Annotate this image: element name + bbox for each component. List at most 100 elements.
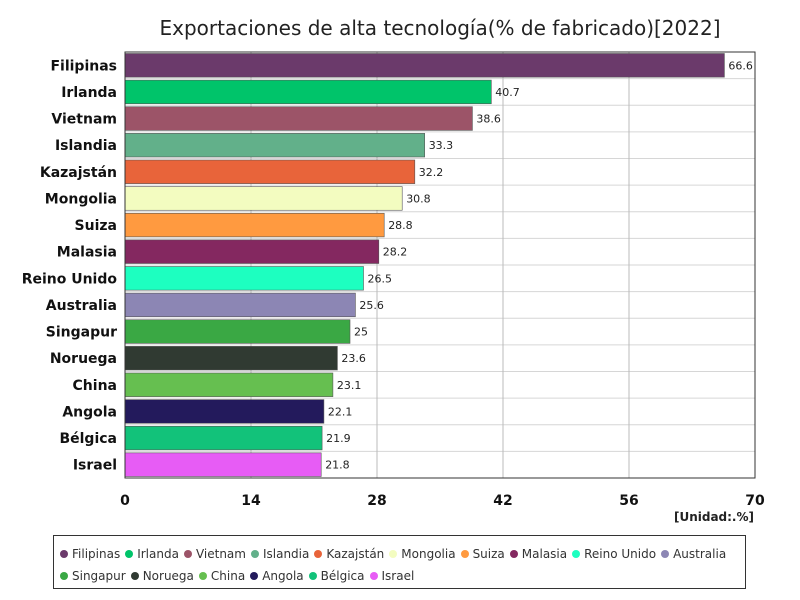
legend-label: Kazajstán [326, 547, 385, 561]
value-label: 23.1 [337, 379, 362, 392]
value-label: 30.8 [406, 192, 431, 205]
legend-item: Bélgica [308, 566, 365, 587]
legend-swatch [198, 572, 207, 580]
chart-title: Exportaciones de alta tecnología(% de fa… [159, 16, 720, 40]
legend-label: Australia [673, 547, 727, 561]
bar [124, 319, 351, 344]
bar [124, 399, 325, 424]
bar [124, 452, 322, 477]
value-label: 26.5 [368, 272, 393, 285]
legend-label: Irlanda [137, 547, 179, 561]
value-label: 22.1 [328, 405, 353, 418]
legend-label: Malasia [521, 547, 568, 561]
bar [124, 79, 492, 105]
value-label: 38.6 [476, 113, 501, 126]
category-label: Mongolia [45, 191, 117, 207]
legend-swatch [314, 550, 323, 558]
value-label: 32.2 [419, 166, 444, 179]
legend-swatch [389, 550, 398, 558]
legend-swatch [60, 550, 68, 558]
bar [124, 159, 416, 184]
bar [124, 53, 725, 78]
x-tick-label: 70 [745, 493, 765, 509]
legend-label: Suiza [472, 547, 505, 561]
legend-label: Islandia [262, 547, 310, 561]
legend-swatch [125, 550, 134, 558]
legend-swatch [183, 550, 192, 558]
legend-item: Mongolia [389, 544, 456, 565]
category-label: Islandia [55, 138, 117, 154]
legend-item: Singapur [60, 566, 126, 587]
legend-item: Filipinas [60, 544, 120, 565]
legend-swatch [250, 550, 259, 558]
category-label: Israel [73, 458, 117, 474]
legend-swatch [460, 550, 469, 558]
category-label: Singapur [46, 325, 117, 341]
bar [124, 292, 356, 318]
bar [124, 212, 385, 238]
value-label: 23.6 [341, 352, 366, 365]
value-label: 40.7 [495, 86, 520, 99]
value-label: 21.9 [326, 432, 351, 445]
x-tick-label: 42 [493, 493, 512, 509]
legend-item: Reino Unido [572, 544, 656, 565]
unit-label: [Unidad:.%] [674, 510, 754, 524]
legend-item: Angola [250, 566, 304, 587]
legend-item: Israel [369, 566, 415, 587]
legend-label: Mongolia [401, 547, 456, 561]
legend-label: Reino Unido [584, 547, 657, 561]
legend-label: Vietnam [195, 547, 246, 561]
category-label: Angola [62, 404, 117, 420]
legend-swatch [369, 572, 378, 580]
legend: Filipinas Irlanda Vietnam Islandia Kazajstán… [53, 535, 746, 589]
x-tick-label: 14 [241, 493, 261, 509]
value-labels: 66.6 40.7 38.6 33.3 32.2 30.8 28.8 28.2 26.5 25.6… [325, 59, 753, 471]
value-label: 66.6 [728, 59, 753, 72]
value-label: 28.2 [383, 246, 408, 259]
legend-label: Bélgica [320, 569, 365, 583]
legend-swatch [661, 550, 670, 558]
legend-swatch [130, 572, 139, 580]
bar [124, 239, 380, 264]
legend-label: Singapur [72, 569, 126, 583]
legend-label: Israel [381, 569, 415, 583]
bar [124, 372, 334, 397]
legend-label: Angola [262, 569, 304, 583]
x-axis-ticks: 0 14 28 42 56 70 [120, 493, 765, 509]
legend-item: Suiza [460, 544, 505, 565]
value-label: 25.6 [359, 299, 384, 312]
category-label: Vietnam [51, 112, 117, 128]
legend-item: Islandia [250, 544, 310, 565]
legend-swatch [572, 550, 581, 558]
legend-swatch [308, 572, 317, 580]
bar [124, 133, 426, 158]
category-label: China [73, 378, 117, 394]
legend-item: Vietnam [183, 544, 246, 565]
bar [124, 346, 338, 371]
category-label: Australia [46, 298, 117, 314]
legend-swatch [60, 572, 68, 580]
legend-item: Noruega [130, 566, 194, 587]
legend-label: Filipinas [72, 547, 121, 561]
bar [124, 186, 403, 211]
category-label: Noruega [50, 351, 117, 367]
category-label: Suiza [75, 218, 117, 234]
legend-label: Noruega [142, 569, 194, 583]
value-label: 33.3 [429, 139, 454, 152]
legend-item: Kazajstán [314, 544, 384, 565]
legend-swatch [509, 550, 518, 558]
category-label: Irlanda [61, 85, 117, 101]
value-label: 21.8 [325, 459, 350, 472]
bar [124, 266, 364, 291]
bar [124, 425, 323, 451]
value-label: 25 [354, 326, 368, 339]
legend-swatch [250, 572, 259, 580]
category-label: Kazajstán [40, 165, 117, 181]
x-tick-label: 56 [619, 493, 638, 509]
legend-item: Irlanda [125, 544, 179, 565]
category-label: Filipinas [50, 58, 117, 74]
legend-item: China [198, 566, 245, 587]
category-label: Reino Unido [22, 271, 118, 287]
category-labels: Filipinas Irlanda Vietnam Islandia Kazajstán… [22, 58, 118, 473]
